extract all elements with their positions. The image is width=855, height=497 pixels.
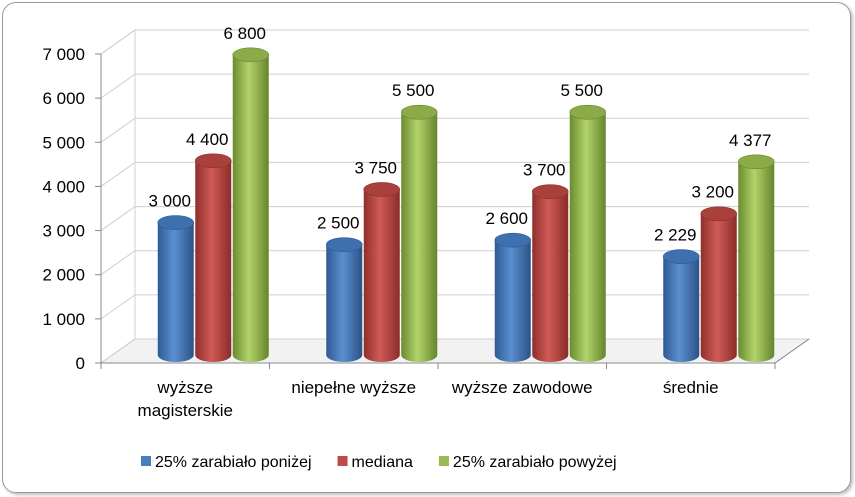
bar-body <box>195 160 232 363</box>
x-axis-depth <box>774 338 810 364</box>
gridline <box>100 73 809 99</box>
y-tick-label: 4 000 <box>42 177 85 196</box>
bar-body <box>494 240 531 363</box>
y-tick-label: 2 000 <box>42 266 85 285</box>
data-label: 3 750 <box>354 158 397 177</box>
bar <box>737 154 775 363</box>
bar-top <box>325 237 363 252</box>
y-tick-label: 3 000 <box>42 222 85 241</box>
x-axis: wyższe magisterskie niepełne wyższe wyższe … <box>100 338 810 420</box>
data-label: 2 600 <box>485 209 528 228</box>
category-label: wyższe <box>156 378 213 397</box>
category-label: niepełne wyższe <box>291 378 416 397</box>
data-label: 5 500 <box>392 81 435 100</box>
data-label: 3 700 <box>523 161 566 180</box>
bar-chart: 0 1 000 2 000 3 000 4 000 5 000 6 000 7 000 wyż… <box>42 24 811 471</box>
legend-label: 25% zarabiało poniżej <box>155 454 312 471</box>
y-tick-label: 0 <box>76 354 85 373</box>
bar-top <box>400 104 438 120</box>
bar <box>325 237 363 363</box>
category-label: średnie <box>663 378 719 397</box>
legend-swatch <box>141 456 151 466</box>
data-labels: 3 000 4 400 6 800 2 500 3 750 5 500 2 600 3 700… <box>148 24 771 245</box>
bar-top <box>662 249 700 264</box>
data-label: 3 200 <box>691 183 734 202</box>
data-label: 2 229 <box>654 226 697 245</box>
data-label: 6 800 <box>223 24 266 43</box>
data-label: 3 000 <box>148 192 191 211</box>
bar-top <box>494 232 532 248</box>
gridline <box>100 29 809 55</box>
bar-top <box>737 154 775 170</box>
data-label: 4 377 <box>729 131 772 150</box>
bar <box>531 184 569 363</box>
y-tick-label: 6 000 <box>42 89 85 108</box>
bar-top <box>232 47 270 63</box>
bar <box>700 206 738 363</box>
legend-swatch <box>337 456 348 466</box>
side-wall <box>100 29 136 364</box>
bars <box>157 47 775 363</box>
bar-top <box>700 206 738 222</box>
bar-body <box>663 256 700 363</box>
legend-label: mediana <box>352 454 413 471</box>
bar <box>194 153 232 363</box>
bar-body <box>401 112 438 363</box>
bar-body <box>569 112 606 363</box>
bar-top <box>531 184 569 199</box>
bar <box>494 232 532 363</box>
bar-body <box>363 189 400 363</box>
legend-label: 25% zarabiało powyżej <box>453 454 617 471</box>
bar-top <box>363 182 401 197</box>
bar-top <box>194 153 232 169</box>
data-label: 2 500 <box>317 214 360 233</box>
bar <box>662 249 700 363</box>
bar-body <box>700 213 737 363</box>
bar-body <box>157 222 194 363</box>
data-label: 4 400 <box>186 130 229 149</box>
bar-body <box>738 161 775 363</box>
legend: 25% zarabiało poniżej mediana 25% zarabiał… <box>141 454 617 471</box>
bar <box>400 104 438 363</box>
bar-body <box>532 191 569 363</box>
y-tick-label: 1 000 <box>42 310 85 329</box>
data-label: 5 500 <box>560 81 603 100</box>
legend-swatch <box>438 456 449 466</box>
bar-body <box>232 54 269 363</box>
bar <box>157 215 195 363</box>
bar-top <box>157 215 195 230</box>
category-label: magisterskie <box>138 401 233 420</box>
y-axis: 0 1 000 2 000 3 000 4 000 5 000 6 000 7 000 <box>42 45 102 373</box>
y-tick-label: 5 000 <box>42 133 85 152</box>
bar-top <box>569 104 607 120</box>
bar <box>363 182 401 363</box>
bar-body <box>326 244 363 363</box>
category-label: wyższe zawodowe <box>451 378 593 397</box>
y-tick-label: 7 000 <box>42 45 85 64</box>
bar <box>232 47 270 363</box>
bar <box>569 104 607 363</box>
